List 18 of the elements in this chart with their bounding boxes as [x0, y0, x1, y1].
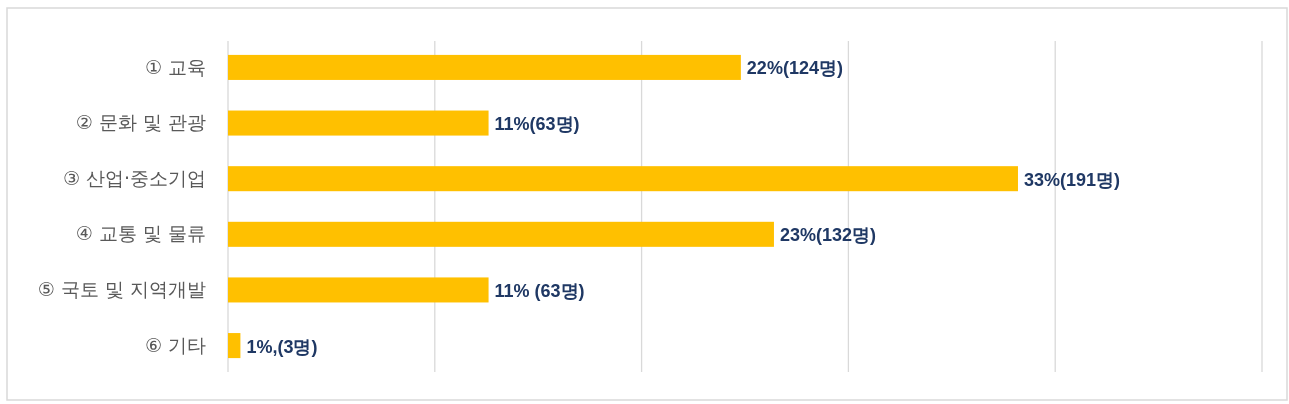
bar [228, 333, 241, 359]
data-label: 22%(124명) [746, 58, 843, 79]
y-tick-label: ② 문화 및 관광 [75, 111, 206, 134]
data-label: 11%(63명) [494, 114, 580, 135]
y-tick-label: ⑤ 국토 및 지역개발 [37, 278, 206, 301]
y-tick-label: ③ 산업·중소기업 [62, 166, 206, 189]
bar [228, 277, 489, 303]
data-label: 23%(132명) [779, 225, 876, 246]
bar [228, 166, 1018, 192]
y-tick-label: ④ 교통 및 물류 [75, 222, 206, 245]
data-label: 1%,(3명) [246, 336, 318, 357]
data-label: 11% (63명) [494, 280, 585, 301]
data-label: 33%(191명) [1023, 169, 1121, 190]
bar [228, 110, 489, 136]
y-tick-label: ⑥ 기타 [144, 333, 206, 356]
bar [228, 221, 774, 247]
bar [228, 54, 741, 80]
y-tick-label: ① 교육 [144, 55, 206, 78]
